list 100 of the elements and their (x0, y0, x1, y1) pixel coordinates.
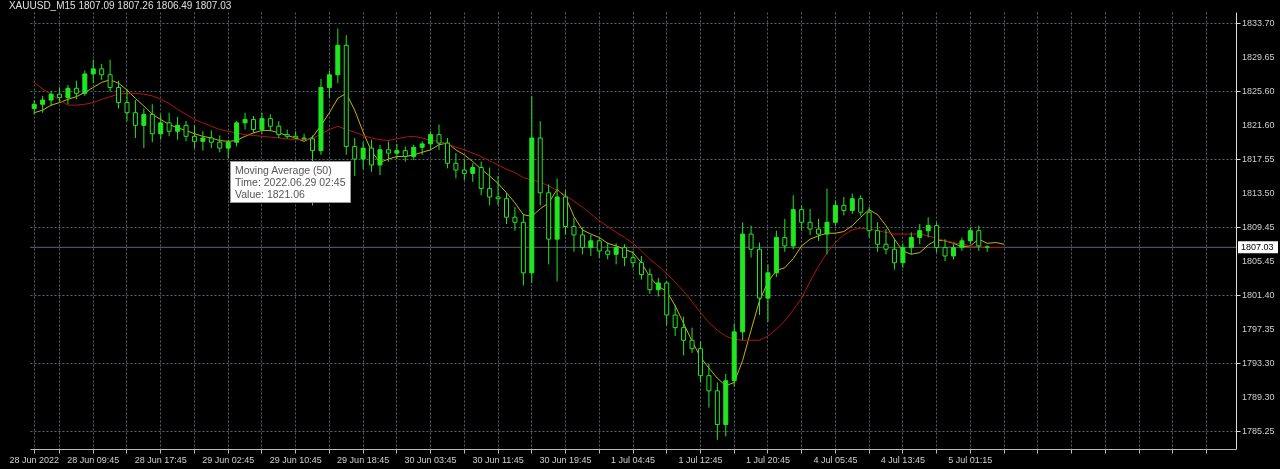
candlestick (461, 158, 467, 181)
candlestick (849, 193, 855, 215)
candlestick (571, 217, 577, 253)
candlestick (116, 80, 122, 109)
annotation: Moving Average (50) Time: 2022.06.29 02:45 Value: 1821.06 (230, 161, 351, 203)
candlestick (807, 208, 813, 236)
chart-title: XAUUSD_M15 1807.09 1807.26 1806.49 1807.03 (8, 0, 232, 11)
candlestick (672, 304, 678, 337)
candlestick (655, 277, 661, 297)
candlestick (647, 268, 653, 295)
candlestick (132, 99, 138, 139)
candlestick (428, 130, 434, 151)
candlestick (444, 137, 450, 169)
y-tick-label: 1833.70 (1242, 17, 1275, 28)
candlestick (799, 204, 805, 232)
candlestick (200, 130, 206, 152)
candlestick (65, 84, 71, 105)
candlestick (900, 242, 906, 269)
candlestick (858, 194, 864, 217)
y-tick-label: 1789.30 (1242, 391, 1275, 402)
candlestick (436, 124, 442, 151)
y-tick-label: 1797.35 (1242, 323, 1275, 334)
x-tick-label: 29 Jun 02:45 (202, 454, 255, 465)
x-tick-label: 1 Jul 20:45 (745, 454, 790, 465)
candlestick (149, 103, 155, 143)
x-tick-label: 30 Jun 19:45 (539, 454, 592, 465)
candlestick (495, 175, 501, 206)
line-series (33, 81, 1005, 341)
y-tick-label: 1805.45 (1242, 255, 1275, 266)
candlestick (883, 228, 889, 255)
candlestick (824, 188, 830, 255)
candlestick (875, 221, 881, 253)
candlestick (352, 137, 358, 177)
candlestick (369, 139, 375, 173)
candlestick (782, 218, 788, 253)
candlestick (959, 236, 965, 252)
candlestick (394, 143, 400, 160)
candlestick (579, 226, 585, 255)
y-tick-label: 1821.60 (1242, 119, 1275, 130)
candlestick (638, 255, 644, 281)
y-tick-label: 1829.65 (1242, 51, 1275, 62)
candlestick (891, 238, 897, 270)
candlestick (512, 206, 518, 232)
y-tick-label: 1825.60 (1242, 85, 1275, 96)
candlestick (141, 108, 147, 149)
candlestick (183, 120, 189, 142)
candlestick (158, 113, 164, 141)
candlestick (73, 80, 79, 100)
candlestick (124, 88, 130, 122)
candlestick (259, 112, 265, 135)
y-tick-label: 1793.30 (1242, 358, 1275, 369)
candlestick (453, 152, 459, 179)
x-tick-label: 30 Jun 03:45 (404, 454, 457, 465)
x-tick-label: 30 Jun 11:45 (472, 454, 524, 465)
candlestick (385, 140, 391, 163)
candlestick (360, 141, 366, 170)
candlestick (242, 112, 248, 131)
candlestick (166, 112, 172, 137)
candlestick (234, 120, 240, 147)
candlestick (478, 161, 484, 196)
candlestick (225, 139, 231, 159)
y-tick-label: 1817.55 (1242, 153, 1275, 164)
x-tick-label: 5 Jul 01:15 (948, 454, 993, 465)
candlestick (816, 218, 822, 242)
x-tick-label: 28 Jun 17:45 (134, 454, 187, 465)
candlestick (976, 225, 982, 252)
y-tick-label: 1809.45 (1242, 221, 1275, 232)
candlestick (48, 90, 54, 107)
x-tick-label: 1 Jul 12:45 (678, 454, 723, 465)
candlestick (588, 234, 594, 257)
candlestick (917, 223, 923, 245)
y-tick-label: 1785.25 (1242, 425, 1275, 436)
candlestick (622, 243, 628, 267)
x-tick-label: 29 Jun 18:45 (337, 454, 390, 465)
candlestick (470, 162, 476, 183)
candlestick (504, 192, 509, 225)
candlestick (942, 238, 948, 262)
x-tick-label: 28 Jun 09:45 (67, 454, 120, 465)
candlestick (377, 144, 383, 176)
ref-line-label: 1807.03 (1241, 242, 1274, 253)
candlestick (107, 59, 113, 93)
x-tick-label: 4 Jul 13:45 (880, 454, 925, 465)
candlestick (487, 167, 493, 206)
candlestick (90, 59, 96, 84)
candlestick (866, 206, 872, 238)
candlestick (908, 231, 914, 255)
candlestick (681, 316, 687, 356)
candlestick (832, 199, 838, 227)
x-tick-label: 4 Jul 05:45 (813, 454, 858, 465)
candlestick (934, 221, 940, 254)
candlestick (326, 70, 332, 99)
candlestick (596, 236, 602, 259)
candlestick (706, 363, 712, 409)
candlestick (82, 70, 88, 97)
candlestick (191, 124, 197, 149)
candlestick (841, 196, 847, 217)
candlestick (630, 250, 636, 269)
x-tick-label: 28 Jun 2022 (9, 454, 59, 465)
candlestick (175, 116, 181, 141)
y-tick-label: 1813.50 (1242, 187, 1275, 198)
